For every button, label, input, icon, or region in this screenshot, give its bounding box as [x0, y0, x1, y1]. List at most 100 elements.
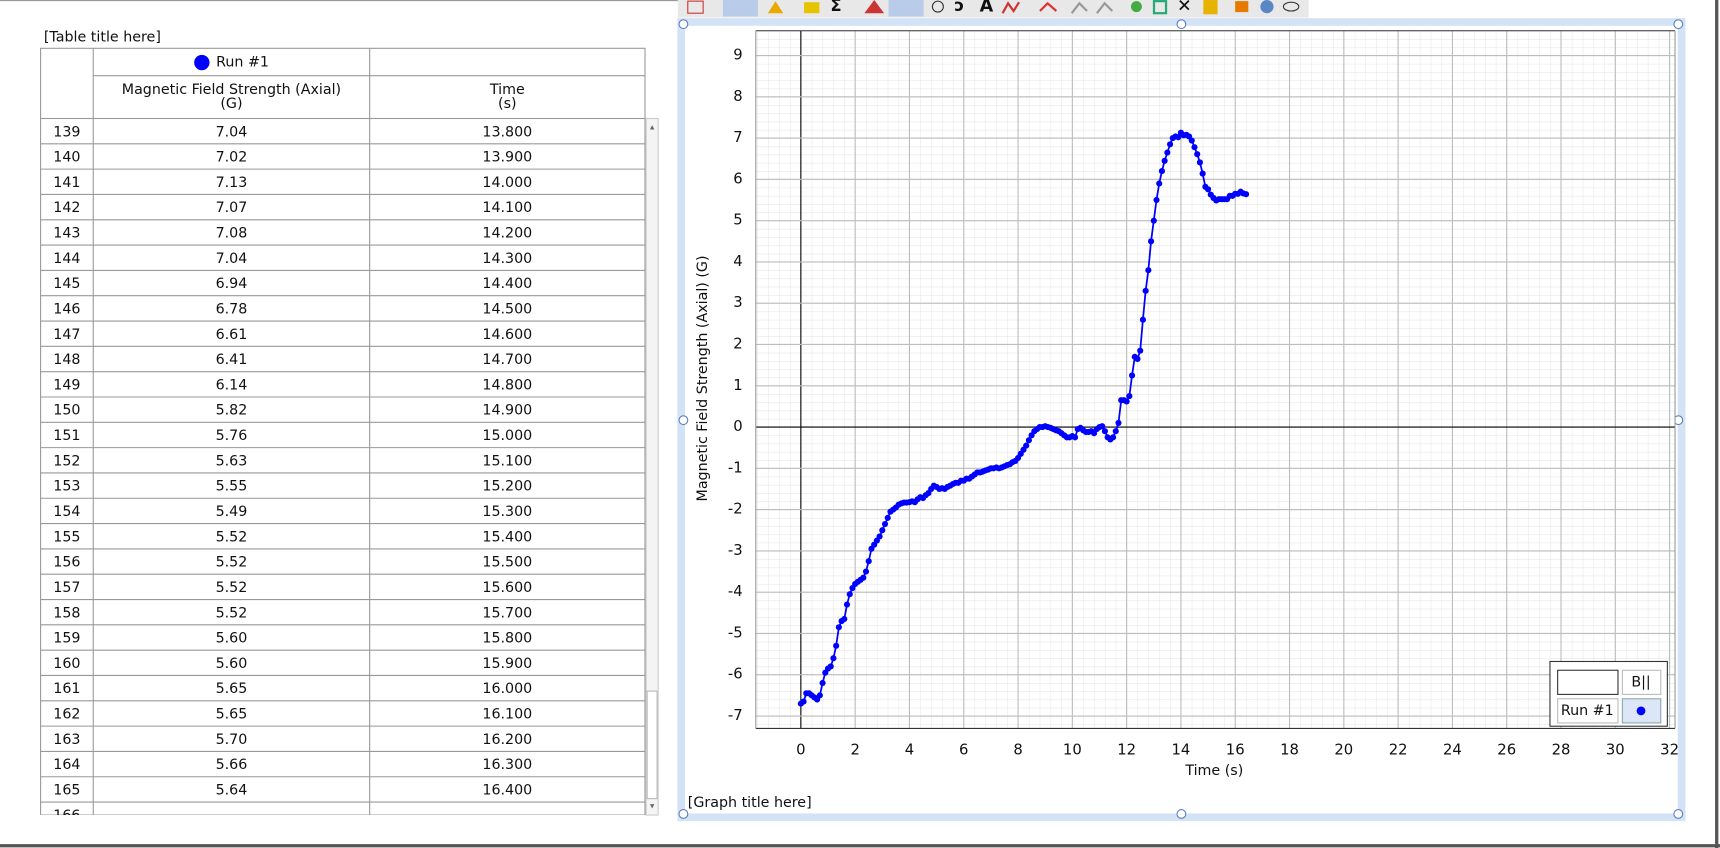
scrollbar-thumb[interactable] — [646, 690, 658, 800]
data-point[interactable] — [819, 679, 826, 687]
data-point[interactable] — [1123, 398, 1130, 405]
toolbar-icon[interactable] — [1203, 0, 1218, 15]
toolbar-icon[interactable] — [1282, 1, 1300, 12]
data-point[interactable] — [1134, 355, 1141, 363]
table-cell[interactable]: 140 — [53, 150, 80, 166]
data-point[interactable] — [1194, 151, 1201, 158]
data-point[interactable] — [865, 558, 872, 565]
table-cell[interactable]: 14.400 — [482, 276, 532, 292]
data-point[interactable] — [1153, 196, 1160, 204]
toolbar-icon[interactable] — [888, 0, 924, 17]
table-cell[interactable]: 6.41 — [216, 352, 248, 368]
table-cell[interactable]: 5.52 — [216, 555, 248, 571]
data-point[interactable] — [843, 601, 851, 608]
table-cell[interactable]: 5.55 — [216, 479, 248, 495]
table-cell[interactable]: 5.49 — [216, 504, 248, 520]
table-cell[interactable]: 13.800 — [482, 124, 532, 140]
toolbar-icon[interactable] — [931, 0, 944, 13]
table-cell[interactable]: 7.04 — [216, 251, 248, 267]
data-point[interactable] — [1166, 141, 1174, 148]
data-point[interactable] — [1137, 347, 1144, 354]
data-point[interactable] — [1025, 437, 1032, 444]
toolbar-icon[interactable] — [722, 0, 758, 17]
data-point[interactable] — [835, 624, 842, 631]
table-cell[interactable]: 160 — [53, 656, 80, 672]
data-point[interactable] — [1196, 159, 1204, 166]
data-point[interactable] — [1175, 134, 1182, 141]
toolbar-icon[interactable] — [1039, 1, 1058, 12]
data-point[interactable] — [827, 663, 834, 670]
table-cell[interactable]: 5.64 — [216, 783, 248, 799]
table-cell[interactable]: 151 — [53, 428, 80, 444]
data-point[interactable] — [1023, 442, 1030, 449]
toolbar-icon[interactable] — [804, 2, 820, 14]
data-point[interactable] — [1243, 191, 1250, 198]
table-cell[interactable]: 164 — [53, 757, 80, 773]
table-cell[interactable]: 161 — [53, 681, 80, 697]
table-cell[interactable]: 16.400 — [482, 783, 532, 799]
table-cell[interactable]: 7.07 — [216, 200, 248, 216]
toolbar-icon[interactable] — [1260, 0, 1274, 14]
table-cell[interactable]: 5.76 — [216, 428, 248, 444]
table-cell[interactable]: 166 — [53, 808, 80, 824]
legend[interactable]: B|| Run #1 — [1549, 660, 1668, 727]
toolbar-icon[interactable]: ↄ — [954, 0, 964, 15]
table-cell[interactable]: 15.700 — [482, 605, 532, 621]
data-point[interactable] — [1164, 149, 1171, 156]
toolbar-icon[interactable]: Σ — [830, 0, 841, 15]
toolbar-icon[interactable] — [1152, 0, 1168, 15]
table-cell[interactable]: 145 — [53, 276, 80, 292]
data-point[interactable] — [862, 568, 870, 575]
table-cell[interactable]: 5.52 — [216, 529, 248, 545]
data-point[interactable] — [881, 520, 889, 528]
table-cell[interactable]: 153 — [53, 479, 80, 495]
scroll-up[interactable] — [649, 125, 655, 130]
resize-handle[interactable] — [1176, 809, 1187, 819]
table-cell[interactable]: 6.78 — [216, 301, 248, 317]
table-cell[interactable]: 5.70 — [216, 732, 248, 748]
data-point[interactable] — [816, 692, 823, 699]
data-point[interactable] — [830, 655, 837, 662]
data-point[interactable] — [1188, 137, 1195, 144]
resize-handle[interactable] — [678, 809, 689, 819]
toolbar-icon[interactable] — [1235, 1, 1249, 13]
data-point[interactable] — [1099, 423, 1106, 430]
table-cell[interactable]: 143 — [53, 226, 80, 242]
toolbar-icon[interactable] — [1070, 1, 1088, 14]
table-cell[interactable]: 5.52 — [216, 605, 248, 621]
table-cell[interactable]: 16.300 — [482, 757, 532, 773]
data-point[interactable] — [1156, 180, 1163, 187]
table-cell[interactable]: 141 — [53, 175, 80, 191]
table-cell[interactable]: 5.82 — [216, 403, 248, 419]
table-cell[interactable]: 163 — [53, 732, 80, 748]
table-cell[interactable]: 14.500 — [482, 301, 532, 317]
table-cell[interactable]: 144 — [53, 251, 80, 267]
resize-handle[interactable] — [1176, 19, 1187, 30]
data-point[interactable] — [876, 533, 883, 540]
toolbar-icon[interactable] — [1096, 1, 1114, 14]
data-point[interactable] — [1109, 434, 1117, 441]
table-cell[interactable]: 6.14 — [216, 377, 248, 393]
table-cell[interactable]: 5.63 — [216, 453, 248, 469]
table-cell[interactable]: 14.900 — [482, 403, 532, 419]
resize-handle[interactable] — [1673, 19, 1684, 30]
data-point[interactable] — [841, 615, 848, 623]
data-point[interactable] — [846, 591, 853, 598]
table-cell[interactable]: 149 — [53, 377, 80, 393]
toolbar-icon[interactable]: ✕ — [1177, 0, 1192, 17]
table-cell[interactable]: 165 — [53, 783, 80, 799]
table-cell[interactable]: 147 — [53, 327, 80, 343]
table-cell[interactable]: 14.800 — [482, 377, 532, 393]
table-cell[interactable]: 14.300 — [482, 251, 532, 267]
table-cell[interactable]: 5.60 — [216, 631, 248, 647]
data-point[interactable] — [1145, 267, 1152, 274]
table-cell[interactable]: 152 — [53, 453, 80, 469]
scroll-down[interactable] — [649, 804, 655, 809]
graph-title[interactable]: [Graph title here] — [688, 795, 812, 811]
data-point[interactable] — [1158, 168, 1165, 175]
table-cell[interactable]: 5.65 — [216, 707, 248, 723]
table-cell[interactable]: 15.200 — [482, 479, 532, 495]
resize-handle[interactable] — [678, 19, 689, 30]
table-title[interactable]: [Table title here] — [44, 29, 161, 45]
data-point[interactable] — [879, 527, 886, 534]
